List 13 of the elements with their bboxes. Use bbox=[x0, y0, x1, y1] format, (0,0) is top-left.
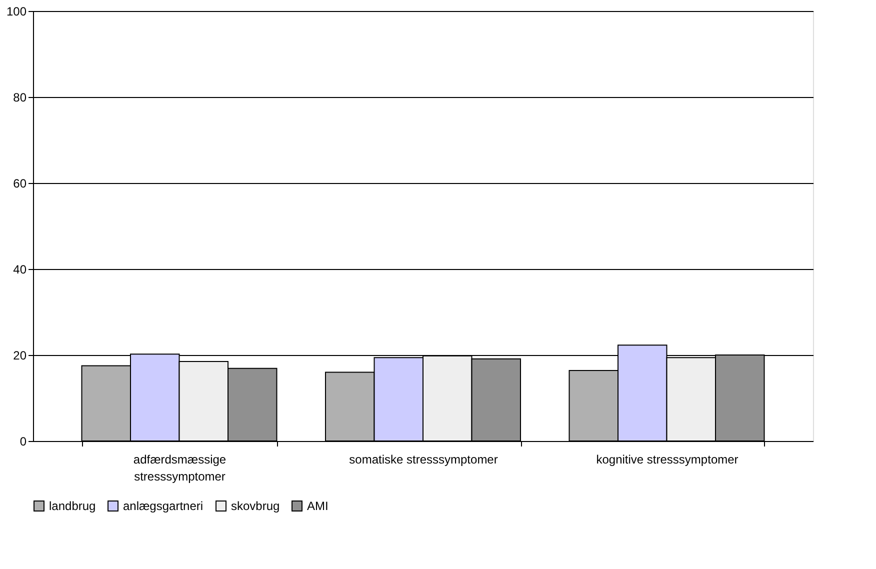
y-tick-label: 20 bbox=[13, 348, 27, 362]
legend-label: landbrug bbox=[49, 499, 96, 513]
x-tick-label: somatiske stresssymptomer bbox=[349, 452, 498, 466]
y-tick-label: 80 bbox=[13, 90, 27, 104]
legend-label: skovbrug bbox=[231, 499, 280, 513]
legend-label: AMI bbox=[307, 499, 328, 513]
y-tick-label: 100 bbox=[6, 4, 27, 18]
legend-label: anlægsgartneri bbox=[123, 499, 204, 513]
y-tick-label: 40 bbox=[13, 262, 27, 276]
y-tick-label: 60 bbox=[13, 176, 27, 190]
x-tick-label: adfærdsmæssige stresssymptomer bbox=[133, 452, 226, 484]
x-tick-label: kognitive stresssymptomer bbox=[596, 452, 738, 466]
y-tick-label: 0 bbox=[20, 434, 27, 448]
